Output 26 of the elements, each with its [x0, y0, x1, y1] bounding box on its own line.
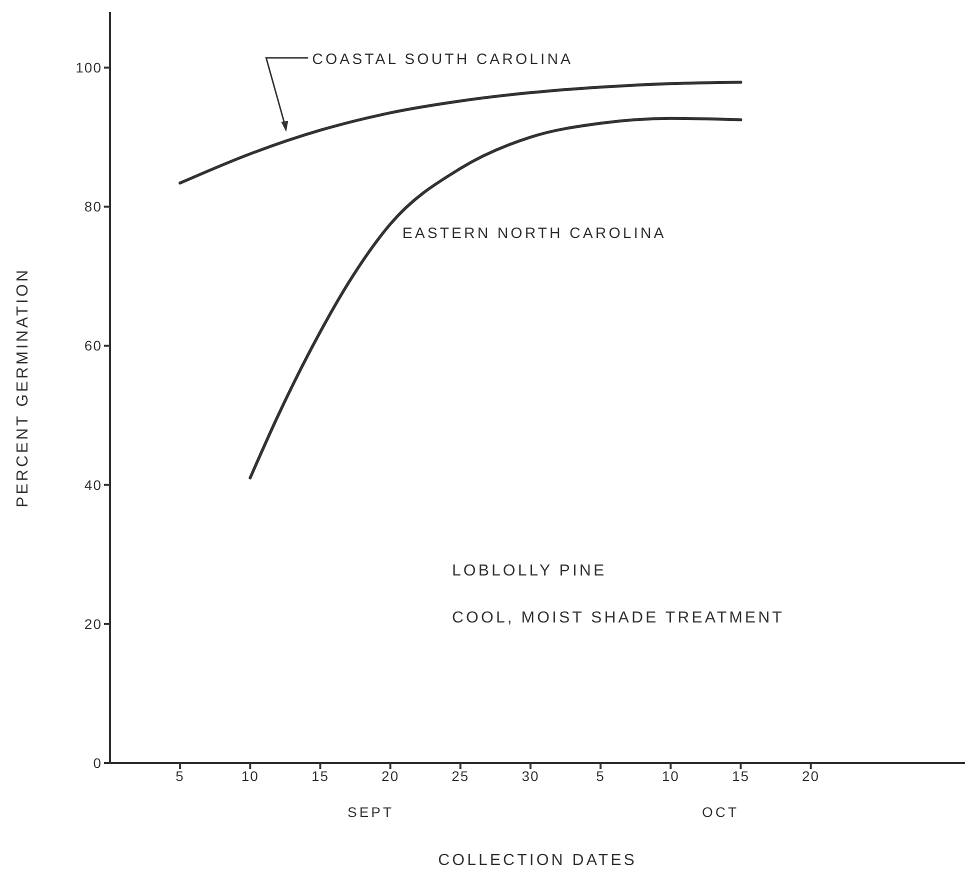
text: SEPT: [347, 804, 394, 820]
line-series: [248, 116, 742, 480]
y-tick-label: 20: [84, 616, 102, 632]
x-tick-label: 5: [176, 768, 184, 784]
annotation: COOL, MOIST SHADE TREATMENT: [452, 609, 784, 626]
y-tick-label: 40: [84, 476, 102, 493]
text: OCT: [702, 804, 739, 820]
x-tick-label: 30: [522, 768, 540, 784]
y-tick-label: 100: [76, 60, 102, 76]
x-tick-label: 20: [382, 768, 400, 784]
series-label: COASTAL SOUTH CAROLINA: [312, 50, 574, 68]
x-tick-label: 15: [311, 768, 330, 784]
line-series: [178, 80, 742, 185]
y-tick-label: 0: [93, 754, 102, 771]
x-axis-title: COLLECTION DATES: [438, 852, 637, 869]
x-tick-label: 5: [596, 768, 605, 784]
y-axis-title: PERCENT GERMINATION: [14, 268, 32, 508]
x-tick-label: 10: [662, 768, 680, 784]
x-tick-label: 15: [732, 768, 750, 784]
x-tick-label: 25: [452, 768, 470, 784]
x-tick-label: 20: [802, 768, 820, 784]
y-tick-label: 80: [84, 198, 102, 215]
series-label: EASTERN NORTH CAROLINA: [402, 225, 666, 242]
annotation: LOBLOLLY PINE: [452, 562, 607, 580]
x-tick-label: 10: [241, 768, 259, 784]
y-tick-label: 60: [84, 338, 102, 354]
